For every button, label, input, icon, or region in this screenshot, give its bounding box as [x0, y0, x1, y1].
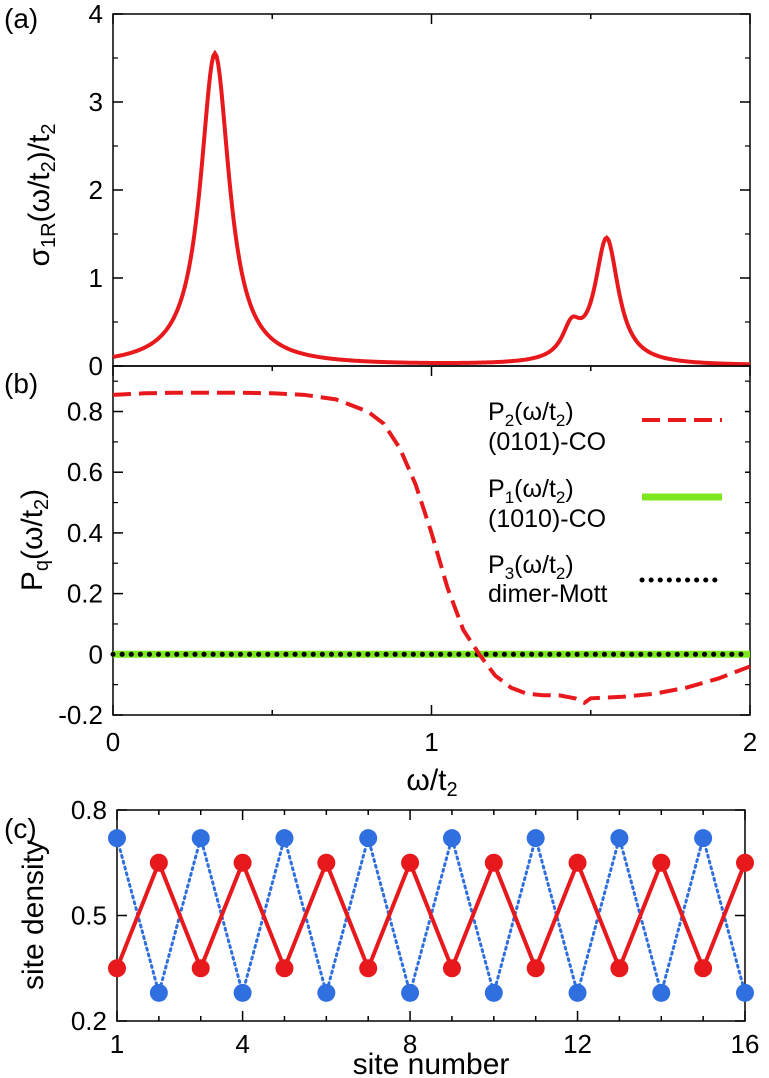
legend-entry-p3: P3​(ω/t2​) [488, 551, 574, 583]
panel-c-red-point [108, 959, 126, 978]
panel-c-blue-point [317, 983, 336, 1002]
panel-b-ylabel: Pq​(ω/t2​) [16, 489, 53, 591]
panel-c-blue-point [736, 983, 754, 1002]
legend-entry-p2: P2​(ω/t2​) [488, 398, 574, 430]
legend-entry-p2-sub: (0101)-CO [488, 428, 606, 456]
panel-c-red-point [317, 853, 336, 872]
panel-a-ytick-label: 4 [89, 0, 103, 29]
panel-a-series-line [112, 49, 751, 367]
panel-c-blue-point [610, 829, 629, 848]
panel-c: 0.2 0.5 0.8 1 4 8 12 16 (c) site density site … [4, 795, 759, 1078]
panel-c-blue-point [484, 983, 503, 1002]
panel-b-xtick-label: 0 [106, 727, 120, 757]
panel-c-red-point [694, 959, 713, 978]
panel-c-red-point [442, 959, 461, 978]
panel-a-frame [112, 13, 751, 367]
panel-c-blue-point [191, 829, 210, 848]
panel-c-xtick-label: 8 [403, 1029, 417, 1059]
panel-b-legend: P2​(ω/t2​) (0101)-CO P1​(ω/t2​) (1010)-C… [460, 380, 745, 608]
legend-bg [460, 380, 745, 605]
legend-entry-p3-sub: dimer-Mott [488, 580, 608, 608]
panel-c-red-point [526, 959, 545, 978]
panel-c-xticks: 1 4 8 12 16 [110, 810, 760, 1059]
panel-c-red-point [149, 853, 168, 872]
panel-c-blue-point [149, 983, 168, 1002]
panel-c-xtick-label: 16 [731, 1029, 760, 1059]
panel-c-red-point [275, 959, 294, 978]
panel-a-ylabel: σ1R​(ω/t2​)/t2​ [23, 123, 60, 266]
panel-c-red-point [401, 853, 420, 872]
panel-b-label: (b) [4, 368, 38, 399]
legend-entry-p1: P1​(ω/t2​) [488, 475, 574, 507]
panel-a-xticks [112, 14, 751, 24]
panel-c-blue-point [233, 983, 252, 1002]
panel-c-red-line [115, 857, 747, 974]
panel-b-xticks: 0 1 2 [106, 366, 757, 757]
panel-c-blue-point [108, 829, 126, 848]
panel-a-ytick-label: 0 [89, 351, 103, 381]
panel-c-ytick-label: 0.2 [71, 1006, 107, 1036]
panel-c-xtick-label: 4 [235, 1029, 249, 1059]
panel-a-ytick-label: 1 [89, 263, 103, 293]
panel-c-blue-point [568, 983, 587, 1002]
panel-c-blue-markers [108, 829, 754, 1002]
panel-b-ytick-label: 0 [89, 639, 103, 669]
panel-c-blue-point [275, 829, 294, 848]
panel-c-blue-point [526, 829, 545, 848]
panel-a-ytick-label: 2 [89, 175, 103, 205]
panel-c-red-point [191, 959, 210, 978]
panel-b-xtick-label: 1 [424, 727, 438, 757]
panel-c-red-point [233, 853, 252, 872]
panel-c-red-point [359, 959, 378, 978]
panel-b-p2-line [112, 390, 751, 706]
panel-b-xtick-label: 2 [743, 727, 757, 757]
panel-c-red-point [484, 853, 503, 872]
panel-c-blue-point [694, 829, 713, 848]
panel-c-red-point [610, 959, 629, 978]
panel-b-ytick-label: 0.6 [67, 457, 103, 487]
panel-c-red-point [568, 853, 587, 872]
panel-c-red-point [652, 853, 671, 872]
panel-c-blue-point [359, 829, 378, 848]
panel-a-ytick-label: 3 [89, 87, 103, 117]
panel-c-yticks: 0.2 0.5 0.8 [71, 795, 745, 1036]
panel-c-red-point [736, 853, 754, 872]
panel-b-ytick-label: 0.4 [67, 518, 103, 548]
panel-c-xtick-label: 12 [563, 1029, 592, 1059]
legend-entry-p1-sub: (1010)-CO [488, 505, 606, 533]
panel-c-blue-point [401, 983, 420, 1002]
panel-b-ytick-label: 0.8 [67, 397, 103, 427]
panel-b: -0.200.20.40.60.8 012 (b) Pq​(ω/t2​) ω/t… [4, 365, 757, 801]
panel-c-ytick-label: 0.5 [71, 901, 107, 931]
panel-c-ytick-label: 0.8 [71, 795, 107, 825]
panel-c-xlabel: site number [353, 1048, 510, 1078]
panel-c-ylabel: site density [17, 840, 50, 990]
panel-b-ytick-label: -0.2 [58, 700, 103, 730]
panel-c-red-markers [108, 853, 754, 978]
panel-c-blue-point [442, 829, 461, 848]
panel-c-blue-point [652, 983, 671, 1002]
panel-a: 0 1 2 3 4 (a) σ1R​(ω/t2​)/t2​ [4, 0, 751, 381]
panel-b-ytick-label: 0.2 [67, 579, 103, 609]
panel-a-yticks: 0 1 2 3 4 [89, 0, 750, 381]
panel-c-label: (c) [4, 813, 37, 844]
panel-b-xlabel: ω/t2​ [406, 764, 457, 801]
panel-c-xtick-label: 1 [110, 1029, 124, 1059]
panel-b-yticks: -0.2 0 0.2 0.4 0.6 0.8 [58, 380, 750, 730]
panel-a-label: (a) [4, 3, 38, 34]
